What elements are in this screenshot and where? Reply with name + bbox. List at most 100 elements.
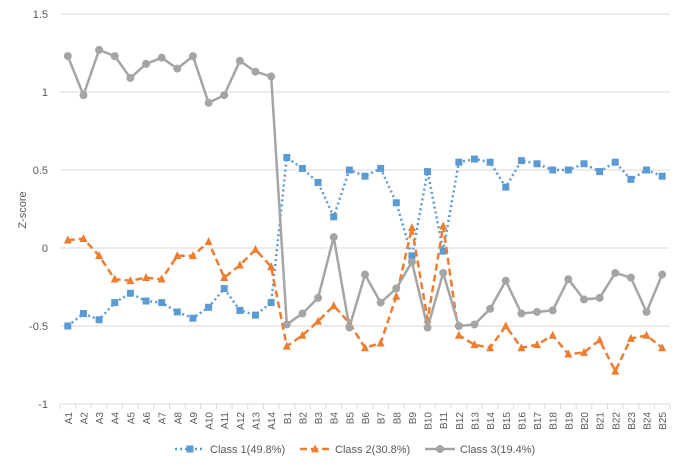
data-point	[501, 276, 510, 285]
x-tick-label: A4	[111, 412, 122, 425]
data-point	[220, 91, 229, 100]
x-tick-label: B3	[314, 412, 325, 425]
x-tick-label: B25	[658, 412, 669, 430]
data-point	[408, 252, 416, 260]
y-tick-labels: -1 -0.5 0 0.5 1 1.5	[29, 9, 48, 411]
data-point	[111, 299, 119, 307]
data-point	[439, 221, 448, 230]
x-tick-label: B23	[627, 412, 638, 430]
data-point	[642, 330, 651, 339]
data-point	[142, 273, 151, 281]
data-point	[204, 237, 213, 246]
legend-item: Class 2(30.8%)	[300, 444, 410, 456]
legend-item: Class 3(19.4%)	[425, 444, 535, 456]
data-point	[595, 335, 604, 344]
data-point	[377, 164, 385, 172]
data-point	[424, 168, 432, 176]
y-tick-label: 1.5	[33, 9, 48, 21]
x-tick-label: A7	[158, 412, 169, 425]
y-tick-label: -0.5	[29, 321, 48, 333]
x-tick-label: A2	[79, 412, 90, 425]
x-tick-label: B20	[580, 412, 591, 430]
x-tick-label: B18	[549, 412, 560, 430]
data-point	[580, 160, 588, 168]
data-point	[63, 52, 72, 61]
x-tick-label: A6	[142, 412, 153, 425]
x-tick-label: B24	[643, 412, 654, 430]
y-tick-label: -1	[38, 399, 48, 411]
series-lines	[63, 45, 667, 375]
legend-label: Class 3(19.4%)	[460, 444, 535, 456]
data-point	[95, 316, 103, 324]
data-point	[298, 164, 306, 172]
axes	[59, 403, 671, 409]
x-tick-label: B15	[502, 412, 513, 430]
x-tick-label: B14	[486, 412, 497, 430]
x-tick-label: B10	[424, 412, 435, 430]
data-point	[142, 59, 151, 68]
data-point	[548, 306, 557, 315]
data-point	[189, 314, 197, 322]
x-tick-label: B8	[392, 412, 403, 425]
data-point	[345, 323, 354, 332]
data-point	[548, 330, 557, 339]
x-tick-label: A14	[267, 412, 278, 430]
data-point	[564, 166, 572, 174]
x-tick-label: B2	[298, 412, 309, 425]
legend-item: Class 1(49.8%)	[175, 444, 285, 456]
x-tick-label: A10	[205, 412, 216, 430]
data-point	[533, 307, 542, 316]
data-point	[188, 251, 197, 260]
data-point	[267, 262, 276, 271]
series-group	[63, 45, 667, 332]
legend-label: Class 2(30.8%)	[335, 444, 410, 456]
data-point	[329, 233, 338, 242]
data-point	[235, 56, 244, 65]
data-point	[407, 258, 416, 267]
data-point	[407, 223, 416, 232]
data-point	[204, 98, 213, 107]
data-point	[311, 444, 319, 453]
data-point	[282, 341, 291, 350]
data-point	[436, 445, 444, 453]
data-point	[314, 293, 323, 302]
legend-label: Class 1(49.8%)	[210, 444, 285, 456]
x-tick-label: B13	[470, 412, 481, 430]
data-point	[95, 251, 104, 260]
data-point	[486, 343, 495, 352]
data-point	[423, 323, 432, 332]
data-point	[470, 320, 479, 329]
y-axis-title: Z-score	[17, 191, 29, 228]
data-point	[283, 154, 291, 162]
data-point	[267, 299, 275, 307]
data-point	[439, 268, 448, 277]
data-point	[579, 295, 588, 304]
data-point	[314, 316, 323, 325]
data-point	[298, 309, 307, 318]
data-point	[282, 320, 291, 329]
data-point	[501, 321, 510, 330]
data-point	[376, 298, 385, 307]
x-tick-label: B16	[517, 412, 528, 430]
data-point	[173, 308, 181, 316]
data-point	[236, 306, 244, 314]
data-point	[110, 52, 119, 61]
x-tick-label: B22	[611, 412, 622, 430]
data-point	[329, 301, 338, 310]
data-point	[392, 284, 401, 293]
data-point	[455, 158, 463, 166]
data-point	[595, 293, 604, 302]
data-point	[486, 304, 495, 313]
data-point	[158, 299, 166, 307]
data-point	[376, 338, 385, 347]
x-tick-label: A12	[236, 412, 247, 430]
x-tick-label: B9	[408, 412, 419, 425]
data-point	[564, 349, 573, 358]
data-point	[611, 158, 619, 166]
data-point	[579, 347, 588, 356]
data-point	[626, 333, 635, 342]
data-point	[345, 166, 353, 174]
data-point	[110, 274, 119, 283]
data-point	[79, 91, 88, 100]
